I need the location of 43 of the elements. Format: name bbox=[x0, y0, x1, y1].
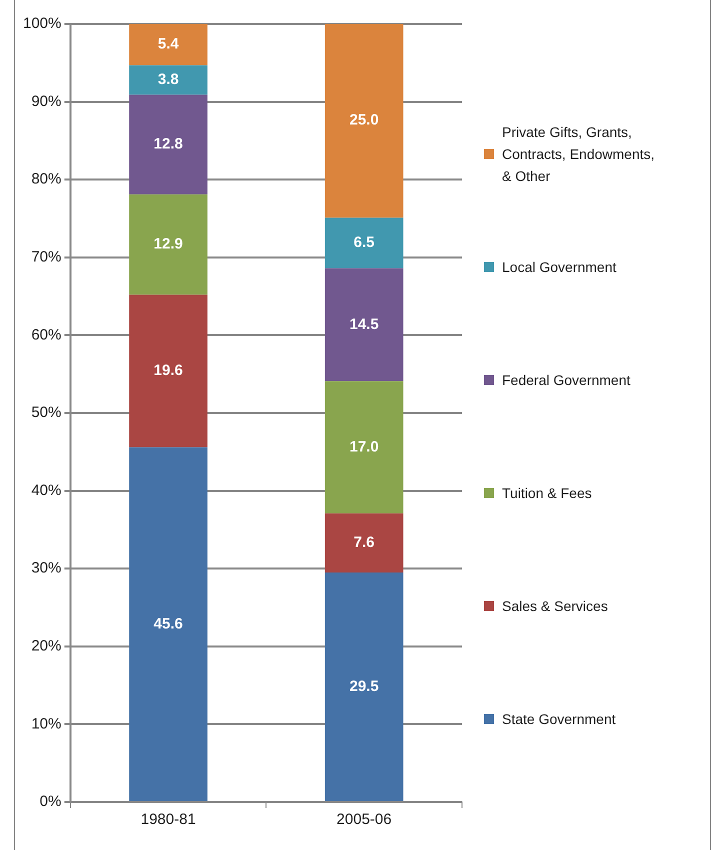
x-tick-label: 1980-81 bbox=[140, 811, 196, 828]
y-tick-label: 80% bbox=[31, 170, 62, 188]
legend-label: Local Government bbox=[502, 258, 616, 277]
data-label: 5.4 bbox=[158, 35, 180, 52]
y-tick-label: 0% bbox=[40, 793, 62, 810]
data-label: 45.6 bbox=[154, 615, 183, 632]
y-tick-label: 40% bbox=[31, 482, 62, 499]
bar bbox=[129, 294, 208, 448]
y-tick-label: 10% bbox=[31, 715, 62, 732]
bar bbox=[129, 94, 208, 194]
bar bbox=[129, 65, 208, 95]
y-tick-label: 90% bbox=[31, 92, 62, 110]
data-label: 25.0 bbox=[349, 112, 379, 129]
x-tick-label: 2005-06 bbox=[336, 811, 392, 828]
y-tick-label: 60% bbox=[31, 326, 62, 344]
legend-label: Private Gifts, Grants, Contracts, Endowments, & Other bbox=[502, 122, 656, 186]
data-label: 17.0 bbox=[349, 438, 379, 456]
bar bbox=[324, 268, 404, 382]
y-tick-label: 100% bbox=[22, 15, 62, 32]
data-label: 3.8 bbox=[158, 71, 179, 88]
y-tick-label: 30% bbox=[31, 560, 62, 577]
data-label: 19.6 bbox=[154, 362, 183, 380]
bar bbox=[129, 194, 208, 295]
legend-label: Federal Government bbox=[502, 370, 630, 390]
y-tick-label: 50% bbox=[31, 404, 62, 422]
data-label: 7.6 bbox=[354, 534, 375, 552]
y-tick-label: 20% bbox=[31, 638, 62, 655]
data-label: 12.9 bbox=[154, 236, 183, 253]
data-label: 29.5 bbox=[349, 678, 379, 695]
data-label: 12.8 bbox=[154, 136, 183, 153]
bar bbox=[324, 381, 404, 514]
legend-label: State Government bbox=[502, 710, 616, 730]
legend-label: Tuition & Fees bbox=[502, 484, 592, 503]
y-tick-label: 70% bbox=[31, 248, 62, 266]
bar bbox=[324, 24, 404, 218]
bar bbox=[324, 218, 404, 268]
data-label: 14.5 bbox=[349, 316, 379, 333]
bar bbox=[129, 24, 208, 66]
bar bbox=[129, 447, 208, 801]
bar bbox=[324, 513, 404, 572]
data-label: 6.5 bbox=[354, 234, 375, 252]
legend-label: Sales & Services bbox=[502, 596, 608, 616]
bar bbox=[324, 572, 404, 801]
